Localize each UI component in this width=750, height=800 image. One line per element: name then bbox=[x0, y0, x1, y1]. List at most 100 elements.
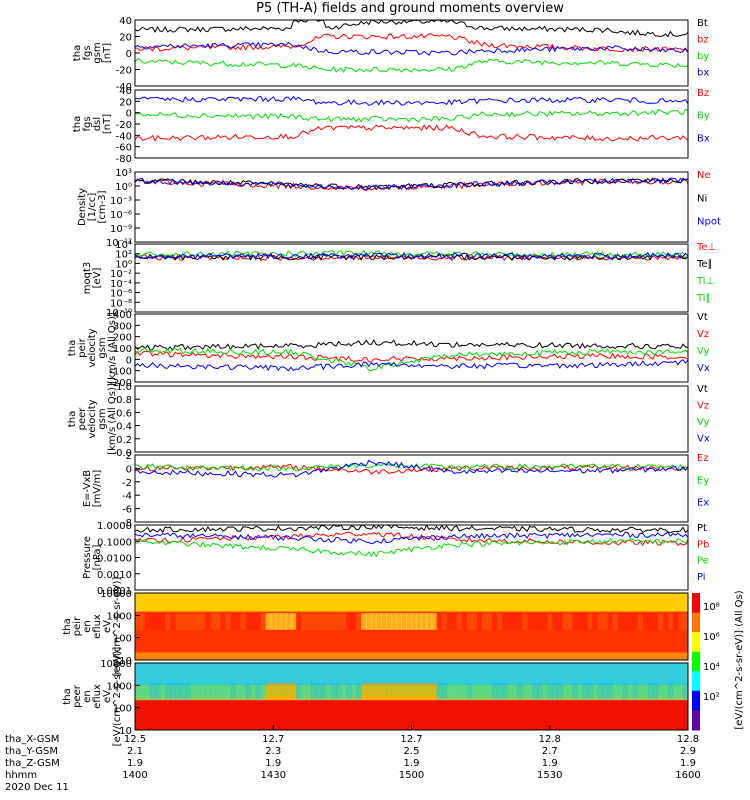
x-tick-label: 1600 bbox=[675, 770, 700, 781]
y-tick-label: -100 bbox=[109, 367, 132, 378]
series-Pt bbox=[134, 524, 689, 534]
spectrogram-column bbox=[682, 613, 689, 630]
x-row-label: tha_X-GSM bbox=[5, 734, 59, 745]
panel-frame bbox=[134, 454, 689, 523]
y-tick-label: 0 bbox=[126, 464, 132, 475]
spectrogram-column bbox=[637, 683, 644, 700]
spectrogram-column bbox=[507, 613, 513, 630]
spectrogram-column bbox=[532, 683, 538, 700]
y-tick-label: 0.0100 bbox=[97, 554, 132, 565]
spectrogram-column bbox=[617, 613, 624, 630]
x-tick-label: 1530 bbox=[537, 770, 562, 781]
legend-Pt: Pt bbox=[697, 523, 707, 534]
legend-Npot: Npot bbox=[697, 217, 721, 228]
spectrogram-column bbox=[381, 613, 387, 630]
panel-frame bbox=[134, 592, 689, 661]
spectrogram-band bbox=[135, 648, 688, 654]
y-axis-label: thapeervelocitygsm[km/s (All Qs)] bbox=[67, 383, 118, 455]
y-tick-label: 100 bbox=[113, 344, 132, 355]
spectrogram-column bbox=[285, 683, 292, 700]
series-Vx bbox=[134, 359, 689, 372]
legend-Vt: Vt bbox=[697, 384, 708, 395]
spectrogram-column bbox=[305, 683, 312, 700]
spectrogram-column bbox=[426, 683, 433, 700]
y-axis-label-line: en bbox=[82, 620, 93, 633]
spectrogram-column bbox=[180, 683, 186, 700]
colorbar-swatch bbox=[692, 671, 700, 692]
y-axis-label-line: tha bbox=[72, 116, 83, 132]
y-axis-label-line: Density bbox=[77, 188, 88, 226]
spectrogram-column bbox=[230, 613, 237, 630]
spectrogram-column bbox=[622, 613, 629, 630]
spectrogram-column bbox=[461, 683, 468, 700]
spectrogram-column bbox=[557, 683, 563, 700]
series-Te∥ bbox=[134, 253, 689, 261]
spectrogram-band bbox=[135, 630, 688, 635]
y-axis-label: E=-VxB[mV/m] bbox=[82, 470, 103, 508]
spectrogram-column bbox=[446, 683, 453, 700]
spectrogram-column bbox=[677, 613, 684, 630]
series-By bbox=[134, 108, 689, 123]
x-tick-label: 1.9 bbox=[404, 758, 420, 769]
panel-peir-spectrogram: 10000100010010thapeirenefluxeV[eV/(cm^2-… bbox=[62, 577, 689, 676]
spectrogram-column bbox=[652, 683, 659, 700]
spectrogram-band bbox=[135, 703, 688, 709]
y-axis-label-line: [nPa] bbox=[92, 544, 103, 570]
y-tick-label: 10000 bbox=[100, 589, 132, 600]
series-Vt bbox=[134, 338, 689, 351]
y-axis-label: thafgsdsl[nT] bbox=[72, 114, 113, 134]
colorbar-tick: 10⁴ bbox=[703, 662, 720, 673]
series-Npot bbox=[134, 177, 689, 191]
y-axis-label-line: [1/cc] bbox=[87, 193, 98, 222]
y-tick-label: 0.2 bbox=[116, 435, 132, 446]
y-tick-label: 400 bbox=[113, 310, 132, 321]
y-tick-label: 10⁻⁹ bbox=[110, 224, 132, 235]
panel-density: 10³ 10⁰ 10⁻³ 10⁻⁶ 10⁻⁹ 10⁻¹² Density[1/cc][cm-… bbox=[77, 168, 721, 249]
spectrogram-column bbox=[391, 613, 398, 630]
spectrogram-band bbox=[135, 656, 688, 661]
spectrogram-column bbox=[682, 683, 689, 700]
y-tick-label: 200 bbox=[113, 333, 132, 344]
spectrogram-column bbox=[451, 613, 458, 630]
y-tick-label: 10000 bbox=[100, 659, 132, 670]
spectrogram-column bbox=[165, 683, 171, 700]
spectrogram-column bbox=[421, 613, 428, 630]
y-tick-label: 10⁻⁸ bbox=[110, 298, 132, 309]
spectrogram-column bbox=[145, 683, 151, 700]
y-tick-label: 10⁻² bbox=[110, 269, 132, 280]
y-tick-label: 10² bbox=[115, 250, 132, 261]
spectrogram-column bbox=[376, 683, 382, 700]
spectrogram-column bbox=[195, 613, 201, 630]
spectrogram-column bbox=[250, 683, 257, 700]
spectrogram-column bbox=[396, 683, 403, 700]
spectrogram-column bbox=[401, 613, 408, 630]
spectrogram-column bbox=[351, 613, 357, 630]
spectrogram-column bbox=[461, 613, 468, 630]
spectrogram-column bbox=[547, 683, 553, 700]
y-tick-label: -80 bbox=[116, 154, 132, 165]
spectrogram-column bbox=[275, 613, 282, 630]
series-bz bbox=[134, 33, 689, 53]
x-row-label: 2020 Dec 11 bbox=[5, 782, 69, 793]
spectrogram-column bbox=[331, 613, 337, 630]
spectrogram-column bbox=[185, 683, 191, 700]
spectrogram-column bbox=[356, 683, 362, 700]
y-axis-label-line: gsm bbox=[92, 42, 103, 63]
spectrogram-band bbox=[135, 607, 688, 613]
spectrogram-column bbox=[386, 683, 392, 700]
x-tick-label: 12.5 bbox=[124, 734, 146, 745]
y-axis-label-line: peir bbox=[77, 337, 88, 357]
spectrogram-column bbox=[180, 613, 186, 630]
series-Ey bbox=[134, 463, 689, 472]
y-tick-label: 0.0010 bbox=[97, 570, 132, 581]
spectrogram-column bbox=[315, 613, 322, 630]
spectrogram-column bbox=[491, 613, 498, 630]
spectrogram-column bbox=[647, 683, 654, 700]
colorbar-swatch bbox=[692, 632, 700, 653]
spectrogram-column bbox=[200, 613, 206, 630]
y-axis-label-line: [eV] bbox=[92, 268, 103, 289]
series-Ti∥ bbox=[134, 252, 689, 260]
y-axis-label-line: tha bbox=[72, 45, 83, 61]
y-axis-label: thapeerenefluxeV[eV/(cm^2-s-sr-eV)] bbox=[62, 647, 123, 747]
